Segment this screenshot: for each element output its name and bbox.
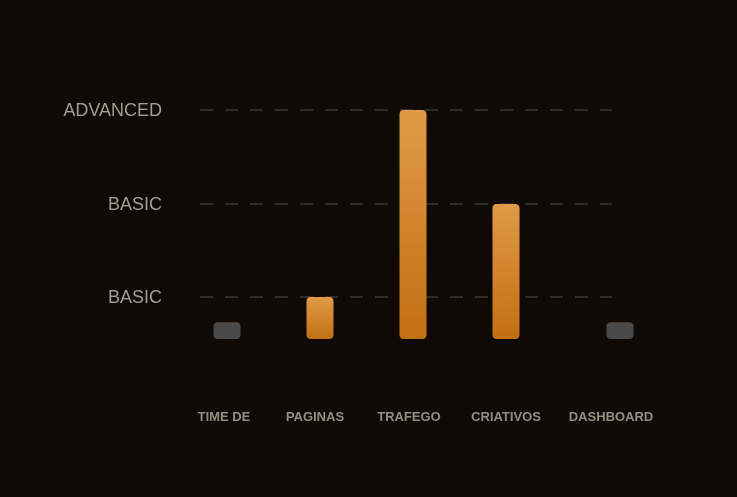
bar-trafego [399,110,427,339]
bar-time-de [213,322,241,339]
y-tick-label: ADVANCED [63,100,162,120]
x-tick-label: DASHBOARD [569,409,654,424]
x-tick-label: TRAFEGO [377,409,441,424]
x-tick-label: CRIATIVOS [471,409,541,424]
x-tick-label: TIME DE [198,409,251,424]
y-tick-label: BASIC [108,194,162,214]
bar-dashboard [606,322,634,339]
bar-paginas [306,297,334,339]
bar-criativos [492,204,520,339]
x-tick-label: PAGINAS [286,409,345,424]
y-tick-label: BASIC [108,287,162,307]
